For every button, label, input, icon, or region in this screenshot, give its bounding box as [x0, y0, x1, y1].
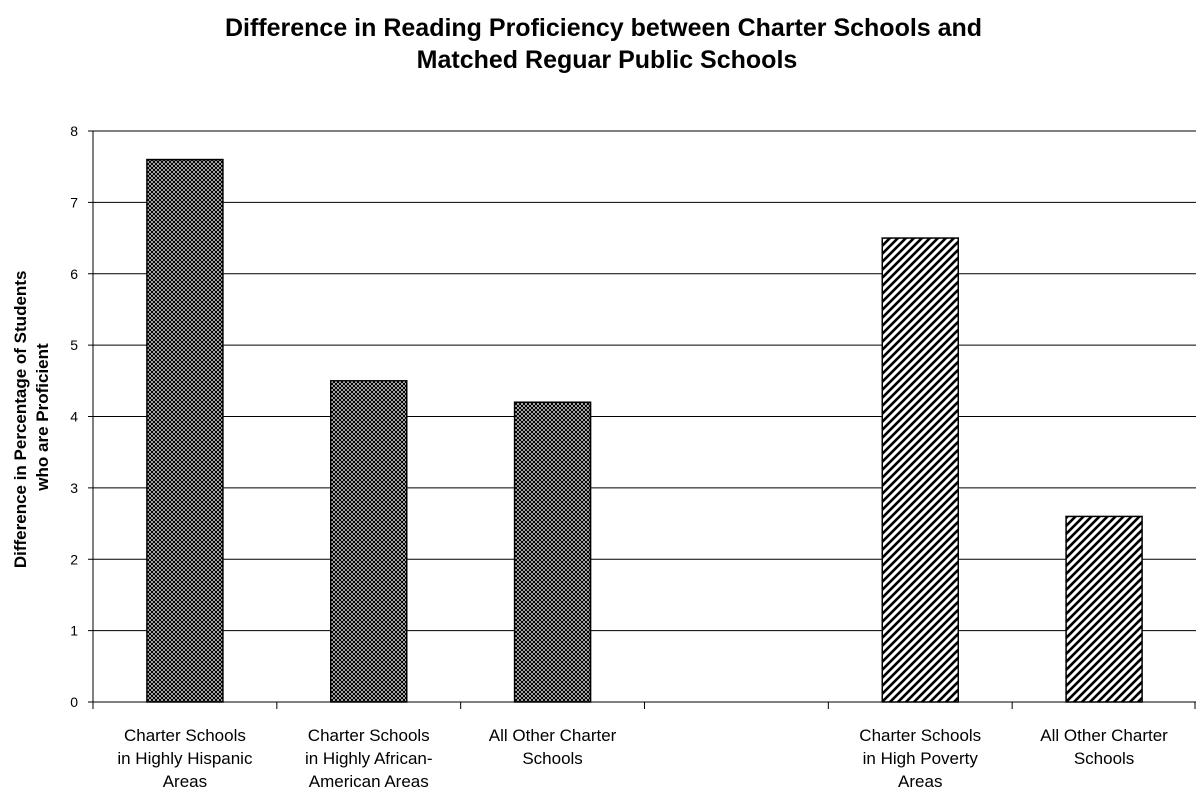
- axes: [88, 130, 1196, 709]
- bars: [146, 158, 1143, 703]
- x-tick-label: Charter Schools in High Poverty Areas: [859, 726, 981, 791]
- chart-title: Difference in Reading Proficiency betwee…: [225, 14, 989, 74]
- x-tick-label: All Other Charter Schools: [1040, 726, 1168, 768]
- bar: [330, 380, 408, 703]
- x-tick-labels: Charter Schools in Highly Hispanic Areas Ch…: [117, 726, 1168, 791]
- y-tick-label: 4: [70, 409, 78, 425]
- y-axis-label-line-1: Difference in Percentage of Students: [11, 271, 30, 569]
- y-tick-label: 3: [70, 480, 78, 496]
- bar: [881, 237, 959, 703]
- y-tick-labels: 0 1 2 3 4 5 6 7 8: [70, 123, 78, 710]
- y-axis-label: Difference in Percentage of Students who…: [11, 266, 52, 569]
- x-tick-label: Charter Schools in Highly African-America…: [305, 726, 433, 791]
- y-tick-label: 2: [70, 551, 78, 567]
- bar: [1065, 515, 1143, 703]
- bar: [513, 401, 592, 703]
- y-tick-label: 8: [70, 123, 78, 139]
- bar: [146, 158, 224, 703]
- chart-title-line-1: Difference in Reading Proficiency betwee…: [225, 14, 982, 42]
- y-tick-label: 5: [70, 337, 78, 353]
- y-axis-label-line-2: who are Proficient: [33, 343, 52, 492]
- chart-title-line-2: Matched Reguar Public Schools: [417, 46, 798, 74]
- y-tick-label: 6: [70, 266, 78, 282]
- gridlines: [93, 130, 1196, 632]
- x-tick-label: All Other Charter Schools: [489, 726, 617, 768]
- y-tick-label: 0: [70, 694, 78, 710]
- y-tick-label: 1: [70, 623, 78, 639]
- svg-text:Difference in Percentage of St: Difference in Percentage of Students who…: [11, 266, 52, 568]
- x-tick-label: Charter Schools in Highly Hispanic Areas: [117, 726, 253, 791]
- y-tick-label: 7: [70, 194, 78, 210]
